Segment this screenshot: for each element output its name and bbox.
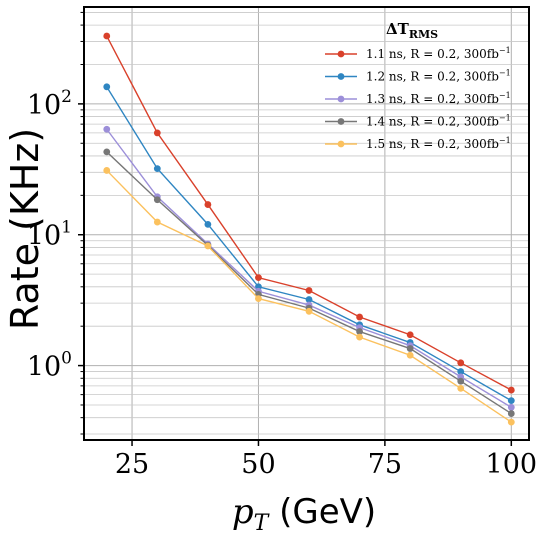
data-point [103, 167, 111, 174]
data-point [153, 196, 161, 204]
series-line [106, 35, 512, 391]
series-layer [103, 32, 515, 426]
legend-title-subscript: RMS [409, 28, 438, 41]
legend-label-superscript: −1 [499, 91, 511, 100]
data-point [204, 242, 212, 250]
y-tick-label-base: 10 [27, 221, 61, 252]
legend-label-superscript: −1 [499, 114, 511, 123]
series-line [106, 86, 512, 402]
data-point [204, 220, 212, 228]
legend-label-text: 1.1 ns, R = 0.2, 300fb [366, 47, 499, 61]
legend-label: 1.2 ns, R = 0.2, 300fb−1 [366, 69, 511, 84]
legend-label-text: 1.3 ns, R = 0.2, 300fb [366, 92, 499, 106]
y-tick-label: 101 [27, 218, 72, 252]
legend-marker [337, 140, 345, 148]
legend-label-text: 1.2 ns, R = 0.2, 300fb [366, 70, 499, 84]
legend-entry: 1.5 ns, R = 0.2, 300fb−1 [325, 136, 511, 151]
x-tick-label: 50 [241, 449, 275, 480]
series-1 [103, 32, 515, 394]
legend-label: 1.5 ns, R = 0.2, 300fb−1 [366, 136, 511, 151]
data-point [356, 313, 363, 321]
data-point [406, 331, 414, 339]
legend-label: 1.3 ns, R = 0.2, 300fb−1 [366, 91, 511, 106]
legend-label-superscript: −1 [499, 136, 511, 145]
legend-marker [337, 95, 345, 103]
legend-label: 1.1 ns, R = 0.2, 300fb−1 [366, 46, 511, 61]
x-tick-label: 100 [486, 449, 537, 480]
data-point [507, 410, 515, 417]
data-point [406, 345, 414, 352]
data-point [204, 201, 212, 208]
x-tick-label: 25 [115, 449, 149, 480]
data-point [406, 351, 414, 359]
data-point [103, 148, 111, 156]
legend-entry: 1.4 ns, R = 0.2, 300fb−1 [325, 114, 511, 129]
data-point [255, 295, 262, 303]
data-point [103, 32, 111, 40]
legend: ΔTRMS 1.1 ns, R = 0.2, 300fb−11.2 ns, R … [325, 20, 511, 151]
x-axis-title: pT (GeV) [232, 492, 376, 536]
legend-entry: 1.1 ns, R = 0.2, 300fb−1 [325, 46, 511, 61]
data-point [457, 368, 465, 375]
y-tick-label-exponent: 2 [61, 87, 72, 107]
data-point [103, 125, 111, 133]
data-point [153, 129, 161, 137]
data-point [507, 386, 515, 394]
data-point [255, 274, 262, 282]
legend-title: ΔTRMS [386, 20, 438, 41]
series-2 [103, 83, 515, 405]
x-axis-title-variable: p [232, 492, 254, 532]
data-point [457, 384, 465, 392]
data-point [457, 377, 465, 385]
data-point [153, 218, 161, 226]
legend-label: 1.4 ns, R = 0.2, 300fb−1 [366, 114, 511, 129]
data-point [356, 328, 363, 335]
data-point [153, 165, 161, 173]
data-point [305, 307, 313, 315]
legend-entry: 1.3 ns, R = 0.2, 300fb−1 [325, 91, 511, 106]
series-3 [103, 125, 515, 411]
legend-label-text: 1.4 ns, R = 0.2, 300fb [366, 115, 499, 129]
legend-entry: 1.2 ns, R = 0.2, 300fb−1 [325, 69, 511, 84]
legend-label-superscript: −1 [499, 69, 511, 78]
x-axis-title-subscript: T [254, 511, 271, 536]
legend-label-text: 1.5 ns, R = 0.2, 300fb [366, 137, 499, 151]
series-line [106, 151, 512, 415]
y-tick-label-base: 10 [27, 352, 61, 383]
x-tick-label: 75 [368, 449, 402, 480]
series-4 [103, 148, 515, 417]
y-axis-title: Rate (KHz) [3, 128, 47, 330]
legend-title-main: ΔT [386, 20, 410, 38]
data-point [507, 397, 515, 405]
legend-marker [337, 118, 345, 125]
legend-marker [337, 50, 345, 58]
y-tick-label: 102 [27, 87, 72, 121]
data-point [103, 83, 111, 91]
data-point [507, 418, 515, 426]
x-axis-title-unit: (GeV) [268, 492, 376, 532]
data-point [305, 296, 313, 303]
data-point [356, 333, 363, 341]
y-tick-label-base: 10 [27, 90, 61, 121]
y-tick-label-exponent: 0 [61, 349, 72, 369]
legend-label-superscript: −1 [499, 46, 511, 55]
data-point [305, 287, 313, 294]
data-point [457, 359, 465, 367]
series-5 [103, 167, 515, 426]
y-tick-label: 100 [27, 349, 72, 383]
y-tick-label-exponent: 1 [61, 218, 72, 238]
legend-entries: 1.1 ns, R = 0.2, 300fb−11.2 ns, R = 0.2,… [325, 46, 511, 151]
legend-marker [337, 73, 345, 80]
plot-frame [83, 6, 530, 441]
data-point [507, 403, 515, 411]
